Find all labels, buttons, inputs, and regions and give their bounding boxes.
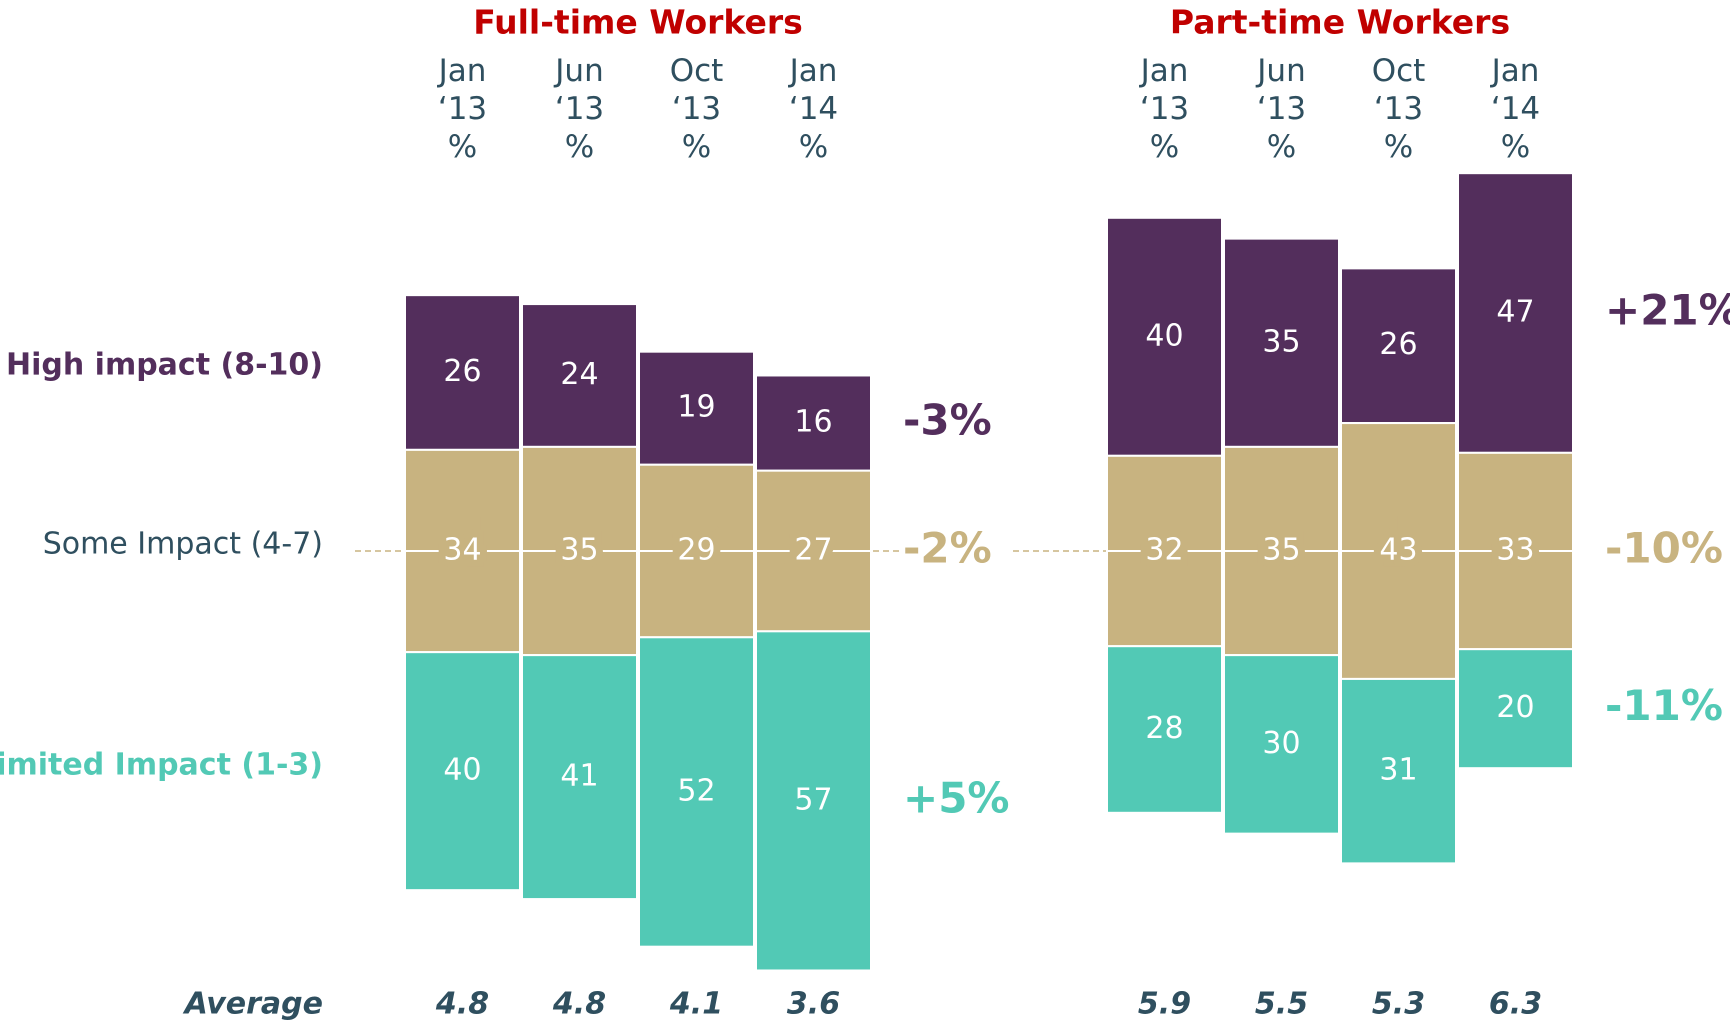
value-label: 35 <box>1262 533 1300 568</box>
value-label: 32 <box>1145 533 1183 568</box>
row-label: Limited Impact (1-3) <box>0 748 323 783</box>
value-label: 33 <box>1496 533 1534 568</box>
bar-segment <box>1340 267 1457 425</box>
average-label: Average <box>183 987 323 1022</box>
bar-segment <box>1340 677 1457 865</box>
value-label: 30 <box>1262 726 1300 761</box>
row-label: High impact (8-10) <box>6 348 323 383</box>
change-label: -11% <box>1605 681 1723 730</box>
x-tick-label: Oct ‘13 % <box>669 53 724 165</box>
chart-title: Part-time Workers <box>1170 3 1510 42</box>
value-label: 41 <box>560 759 598 794</box>
average-value: 3.6 <box>787 987 840 1022</box>
change-label: +5% <box>903 773 1010 822</box>
value-label: 28 <box>1145 711 1183 746</box>
bar-segment <box>638 636 755 948</box>
row-label: Some Impact (4-7) <box>43 527 323 562</box>
average-value: 6.3 <box>1489 987 1542 1022</box>
value-label: 35 <box>1262 324 1300 359</box>
bar-segment <box>1457 172 1574 454</box>
value-label: 31 <box>1379 753 1417 788</box>
x-tick-label: Jan ‘14 % <box>1490 53 1541 165</box>
value-label: 52 <box>677 773 715 808</box>
change-label: -2% <box>903 524 992 573</box>
x-tick-label: Jan ‘13 % <box>437 53 488 165</box>
bar-segment <box>1106 645 1223 814</box>
x-tick-label: Jun ‘13 % <box>1256 53 1307 165</box>
bar-segment <box>404 294 521 451</box>
value-label: 29 <box>677 533 715 568</box>
change-label: +21% <box>1605 286 1730 335</box>
value-label: 43 <box>1379 533 1417 568</box>
x-tick-label: Oct ‘13 % <box>1371 53 1426 165</box>
value-label: 24 <box>560 357 598 392</box>
bar-segment <box>755 374 872 472</box>
value-label: 16 <box>794 405 832 440</box>
bar-segment <box>638 350 755 466</box>
change-label: -10% <box>1605 524 1723 573</box>
chart-title: Full-time Workers <box>473 3 803 42</box>
value-label: 57 <box>794 782 832 817</box>
value-label: 26 <box>443 354 481 389</box>
bar-segment <box>755 630 872 972</box>
value-label: 35 <box>560 533 598 568</box>
value-label: 20 <box>1496 690 1534 725</box>
value-label: 26 <box>1379 327 1417 362</box>
value-label: 19 <box>677 390 715 425</box>
value-label: 34 <box>443 533 481 568</box>
value-label: 40 <box>1145 318 1183 353</box>
bar-segment <box>1223 237 1340 448</box>
value-label: 47 <box>1496 295 1534 330</box>
bar-segment <box>1106 216 1223 457</box>
value-label: 40 <box>443 753 481 788</box>
x-tick-label: Jan ‘13 % <box>1139 53 1190 165</box>
bar-segment <box>404 651 521 892</box>
average-value: 4.1 <box>669 987 723 1022</box>
average-value: 4.8 <box>552 987 606 1022</box>
average-value: 5.9 <box>1138 987 1191 1022</box>
change-label: -3% <box>903 396 992 445</box>
x-tick-label: Jun ‘13 % <box>554 53 605 165</box>
bar-segment <box>1223 654 1340 835</box>
bar-segment <box>521 654 638 901</box>
average-value: 4.8 <box>435 987 489 1022</box>
value-label: 27 <box>794 533 832 568</box>
bar-segment <box>1457 648 1574 770</box>
average-value: 5.5 <box>1255 987 1308 1022</box>
x-tick-label: Jan ‘14 % <box>788 53 839 165</box>
average-value: 5.3 <box>1372 987 1425 1022</box>
